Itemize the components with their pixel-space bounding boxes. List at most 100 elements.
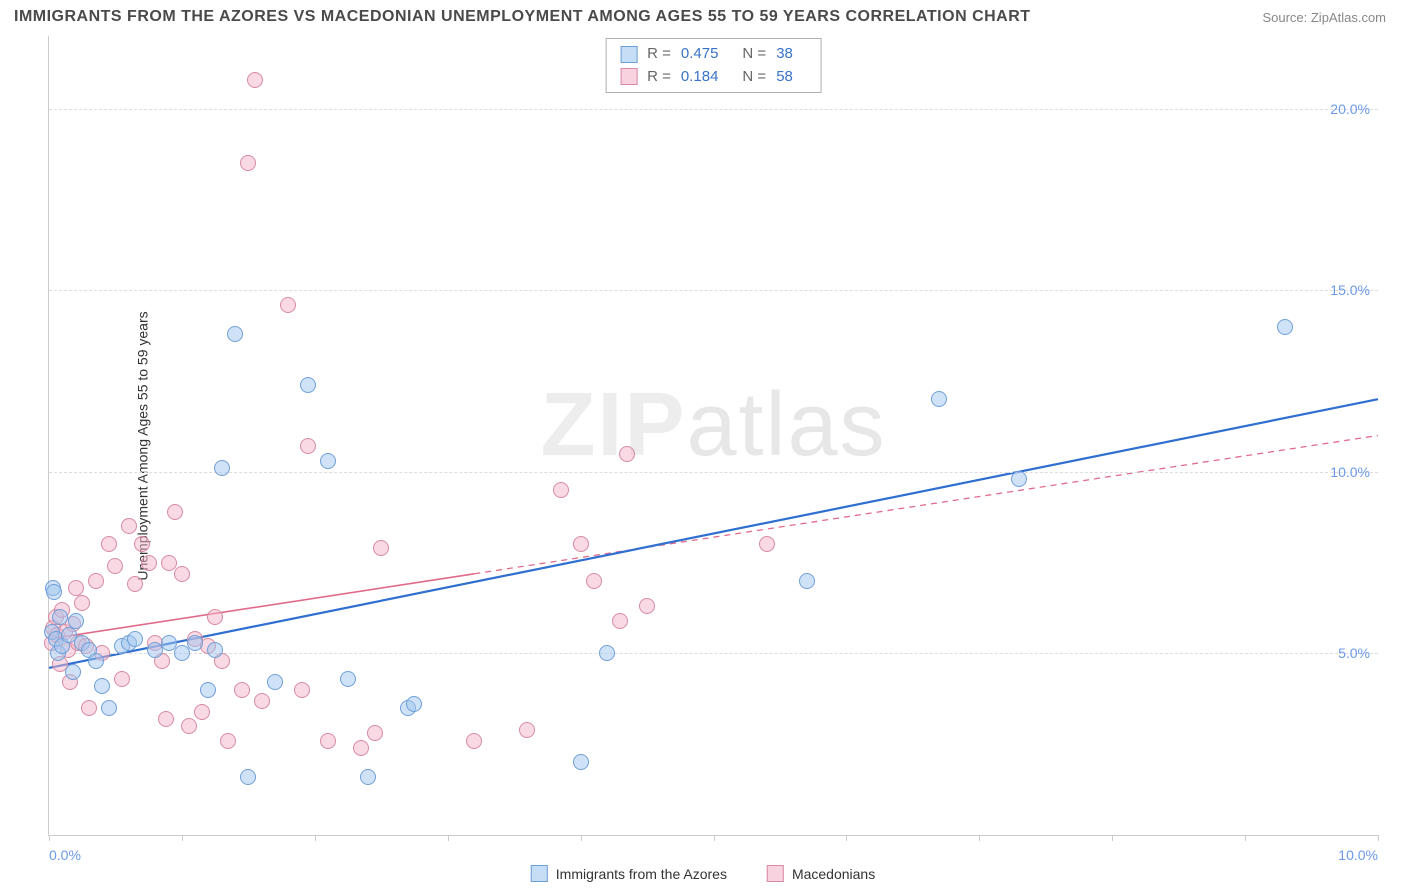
data-point bbox=[639, 598, 655, 614]
data-point bbox=[573, 754, 589, 770]
data-point bbox=[373, 540, 389, 556]
data-point bbox=[158, 711, 174, 727]
data-point bbox=[207, 609, 223, 625]
data-point bbox=[759, 536, 775, 552]
x-tick-label: 0.0% bbox=[49, 847, 81, 863]
data-point bbox=[367, 725, 383, 741]
data-point bbox=[194, 704, 210, 720]
data-point bbox=[553, 482, 569, 498]
r-label: R = bbox=[647, 66, 671, 89]
data-point bbox=[586, 573, 602, 589]
x-tick-mark bbox=[1245, 835, 1246, 841]
gridline-h bbox=[49, 290, 1378, 291]
data-point bbox=[234, 682, 250, 698]
data-point bbox=[81, 700, 97, 716]
swatch-blue-icon bbox=[620, 46, 637, 63]
y-tick-label: 15.0% bbox=[1330, 282, 1370, 298]
data-point bbox=[300, 377, 316, 393]
data-point bbox=[214, 460, 230, 476]
swatch-pink-icon bbox=[767, 865, 784, 882]
data-point bbox=[88, 573, 104, 589]
data-point bbox=[65, 664, 81, 680]
watermark: ZIPatlas bbox=[540, 374, 886, 477]
x-tick-mark bbox=[714, 835, 715, 841]
data-point bbox=[240, 155, 256, 171]
data-point bbox=[619, 446, 635, 462]
data-point bbox=[320, 453, 336, 469]
n-label: N = bbox=[742, 43, 766, 66]
data-point bbox=[340, 671, 356, 687]
data-point bbox=[247, 72, 263, 88]
data-point bbox=[254, 693, 270, 709]
data-point bbox=[240, 769, 256, 785]
data-point bbox=[294, 682, 310, 698]
y-tick-label: 10.0% bbox=[1330, 464, 1370, 480]
data-point bbox=[141, 555, 157, 571]
data-point bbox=[200, 682, 216, 698]
gridline-h bbox=[49, 472, 1378, 473]
data-point bbox=[207, 642, 223, 658]
data-point bbox=[353, 740, 369, 756]
x-tick-mark bbox=[448, 835, 449, 841]
data-point bbox=[88, 653, 104, 669]
data-point bbox=[167, 504, 183, 520]
x-tick-mark bbox=[581, 835, 582, 841]
data-point bbox=[1011, 471, 1027, 487]
chart-title: IMMIGRANTS FROM THE AZORES VS MACEDONIAN… bbox=[14, 8, 1031, 26]
data-point bbox=[101, 700, 117, 716]
r-value-a: 0.475 bbox=[681, 43, 719, 66]
n-label: N = bbox=[742, 66, 766, 89]
y-tick-label: 20.0% bbox=[1330, 101, 1370, 117]
legend-label-b: Macedonians bbox=[792, 866, 875, 882]
data-point bbox=[174, 566, 190, 582]
legend-item-a: Immigrants from the Azores bbox=[531, 865, 727, 882]
data-point bbox=[519, 722, 535, 738]
data-point bbox=[320, 733, 336, 749]
data-point bbox=[107, 558, 123, 574]
x-tick-label: 10.0% bbox=[1338, 847, 1378, 863]
data-point bbox=[227, 326, 243, 342]
data-point bbox=[181, 718, 197, 734]
x-tick-mark bbox=[182, 835, 183, 841]
x-tick-mark bbox=[1378, 835, 1379, 841]
data-point bbox=[68, 613, 84, 629]
data-point bbox=[267, 674, 283, 690]
correlation-stats-box: R = 0.475 N = 38 R = 0.184 N = 58 bbox=[605, 38, 822, 93]
x-tick-mark bbox=[846, 835, 847, 841]
data-point bbox=[573, 536, 589, 552]
data-point bbox=[220, 733, 236, 749]
data-point bbox=[1277, 319, 1293, 335]
data-point bbox=[799, 573, 815, 589]
data-point bbox=[46, 584, 62, 600]
data-point bbox=[127, 631, 143, 647]
legend-item-b: Macedonians bbox=[767, 865, 875, 882]
swatch-blue-icon bbox=[531, 865, 548, 882]
x-tick-mark bbox=[315, 835, 316, 841]
r-label: R = bbox=[647, 43, 671, 66]
data-point bbox=[121, 518, 137, 534]
x-tick-mark bbox=[49, 835, 50, 841]
source-attribution: Source: ZipAtlas.com bbox=[1262, 10, 1386, 25]
r-value-b: 0.184 bbox=[681, 66, 719, 89]
data-point bbox=[187, 635, 203, 651]
x-tick-mark bbox=[1112, 835, 1113, 841]
data-point bbox=[127, 576, 143, 592]
scatter-plot: ZIPatlas R = 0.475 N = 38 R = 0.184 N = … bbox=[48, 36, 1378, 836]
data-point bbox=[599, 645, 615, 661]
data-point bbox=[612, 613, 628, 629]
x-tick-mark bbox=[979, 835, 980, 841]
data-point bbox=[360, 769, 376, 785]
gridline-h bbox=[49, 109, 1378, 110]
legend-label-a: Immigrants from the Azores bbox=[556, 866, 727, 882]
data-point bbox=[52, 609, 68, 625]
data-point bbox=[74, 595, 90, 611]
stats-row-b: R = 0.184 N = 58 bbox=[620, 66, 807, 89]
bottom-legend: Immigrants from the Azores Macedonians bbox=[531, 865, 875, 882]
swatch-pink-icon bbox=[620, 68, 637, 85]
y-tick-label: 5.0% bbox=[1338, 645, 1370, 661]
data-point bbox=[406, 696, 422, 712]
data-point bbox=[174, 645, 190, 661]
data-point bbox=[931, 391, 947, 407]
data-point bbox=[134, 536, 150, 552]
data-point bbox=[300, 438, 316, 454]
